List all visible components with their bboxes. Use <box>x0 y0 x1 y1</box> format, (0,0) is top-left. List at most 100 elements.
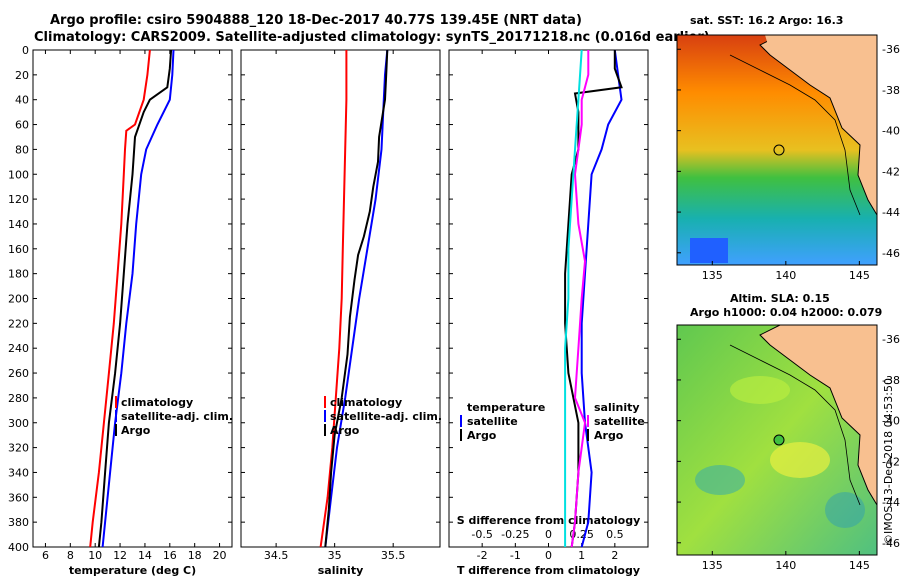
series-satellite-adj-clim- <box>324 49 389 548</box>
legend-swatch <box>115 424 117 436</box>
map-ytick-label: -36 <box>882 43 900 56</box>
sst-map-bluepatch <box>690 238 728 263</box>
legend-label: Argo <box>121 424 151 437</box>
legend-swatch <box>587 429 589 441</box>
sst-map-land-patch <box>765 35 785 48</box>
map-ytick-label: -46 <box>882 537 900 550</box>
x2tick-label: -0.25 <box>501 528 529 541</box>
series-satellite-adj-clim- <box>101 49 175 548</box>
legend-label: Argo <box>594 429 624 442</box>
map-xtick-label: 145 <box>849 269 870 282</box>
series-t-cyan <box>564 49 583 547</box>
series-t-argo <box>564 50 623 548</box>
ytick-label: 160 <box>8 243 29 256</box>
ytick-label: 380 <box>8 516 29 529</box>
ytick-label: 200 <box>8 293 29 306</box>
ytick-label: 240 <box>8 342 29 355</box>
ytick-label: 280 <box>8 392 29 405</box>
sla-map: Altim. SLA: 0.15 Argo h1000: 0.04 h2000:… <box>676 292 900 572</box>
legend-title-left: temperature <box>467 401 545 414</box>
legend-label: satellite <box>467 415 518 428</box>
ytick-label: 100 <box>8 168 29 181</box>
sla-map-title-2: Argo h1000: 0.04 h2000: 0.079 <box>690 306 882 319</box>
xtick-label: 2 <box>611 549 618 562</box>
legend-label: climatology <box>330 396 402 409</box>
xaxis-label: temperature (deg C) <box>69 564 196 577</box>
legend-label: Argo <box>330 424 360 437</box>
sst-float-marker <box>773 144 785 156</box>
xtick-label: 14 <box>138 549 152 562</box>
map-xtick-label: 135 <box>702 559 723 572</box>
legend-swatch <box>460 429 462 441</box>
series-climatology <box>89 49 151 548</box>
map-ytick-label: -36 <box>882 333 900 346</box>
ytick-label: 0 <box>22 44 29 57</box>
legend-swatch <box>324 424 326 436</box>
xtick-label: 16 <box>163 549 177 562</box>
series-argo <box>324 49 389 548</box>
xtick-label: 6 <box>42 549 49 562</box>
ytick-label: 360 <box>8 491 29 504</box>
xtick-label: 8 <box>67 549 74 562</box>
legend-swatch <box>460 415 462 427</box>
legend-label: satellite-adj. clim. <box>330 410 442 423</box>
panel-temperature: 0 20 40 60 80 100 120 140 160 180 200 220 240 260 280 3… <box>8 44 233 577</box>
map-ytick-label: -42 <box>882 455 900 468</box>
title-line-1: Argo profile: csiro 5904888_120 18-Dec-2… <box>50 13 582 28</box>
sla-map-shelf-line <box>729 344 861 506</box>
map-xtick-label: 140 <box>775 269 796 282</box>
sla-map-title-1: Altim. SLA: 0.15 <box>730 292 830 305</box>
xtick-label: 35 <box>328 549 342 562</box>
xtick-label: 12 <box>113 549 127 562</box>
xtick-label: 10 <box>88 549 102 562</box>
panel-frame-difference <box>448 49 649 548</box>
map-ytick-label: -40 <box>882 125 900 138</box>
map-ytick-label: -38 <box>882 374 900 387</box>
ytick-label: 300 <box>8 417 29 430</box>
ytick-label: 120 <box>8 193 29 206</box>
legend-swatch <box>587 415 589 427</box>
map-xtick-label: 135 <box>702 269 723 282</box>
ytick-label: 220 <box>8 317 29 330</box>
title-line-2: Climatology: CARS2009. Satellite-adjuste… <box>34 30 710 45</box>
sst-map-frame <box>676 34 878 266</box>
sla-map-blob-3 <box>730 376 790 404</box>
xtick-label: 1 <box>578 549 585 562</box>
xtick-label: -2 <box>477 549 488 562</box>
legend-label: satellite-adj. clim. <box>121 410 233 423</box>
legend-title-right: salinity <box>594 401 640 414</box>
map-ytick-label: -46 <box>882 247 900 260</box>
series-climatology <box>319 50 348 548</box>
ytick-label: 400 <box>8 541 29 554</box>
x2tick-label: 0.5 <box>606 528 624 541</box>
xaxis-label: salinity <box>318 564 364 577</box>
sst-map-title: sat. SST: 16.2 Argo: 16.3 <box>690 14 843 27</box>
panel-salinity: 34.5 35 35.5 salinity climatologysatellite-a… <box>240 49 442 577</box>
x2tick-label: 0.25 <box>569 528 594 541</box>
panel-difference: -2 -1 0 1 2 T difference from climatology -0.5… <box>448 49 649 577</box>
ytick-label: 20 <box>15 69 29 82</box>
map-ytick-label: -42 <box>882 165 900 178</box>
legend-label: Argo <box>467 429 497 442</box>
map-xtick-label: 145 <box>849 559 870 572</box>
ytick-label: 60 <box>15 119 29 132</box>
ytick-label: 40 <box>15 94 29 107</box>
map-ytick-label: -44 <box>882 206 900 219</box>
credit-text: ©IMOS 13-Dec-2018 04:53:50 <box>882 378 895 545</box>
panel-frame-temperature <box>32 49 233 548</box>
x2tick-label: -0.5 <box>471 528 492 541</box>
xtick-label: 0 <box>545 549 552 562</box>
map-xtick-label: 140 <box>775 559 796 572</box>
xtick-label: 20 <box>213 549 227 562</box>
legend-label: climatology <box>121 396 193 409</box>
xaxis-label: T difference from climatology <box>457 564 640 577</box>
series-t-satellite <box>580 49 623 548</box>
xtick-label: -1 <box>510 549 521 562</box>
sst-map: sat. SST: 16.2 Argo: 16.3 -36 -38 -40 -42 -4… <box>676 14 900 282</box>
series-s-satellite <box>570 50 590 548</box>
map-ytick-label: -38 <box>882 84 900 97</box>
ytick-label: 260 <box>8 367 29 380</box>
x2tick-label: 0 <box>545 528 552 541</box>
map-ytick-label: -44 <box>882 496 900 509</box>
